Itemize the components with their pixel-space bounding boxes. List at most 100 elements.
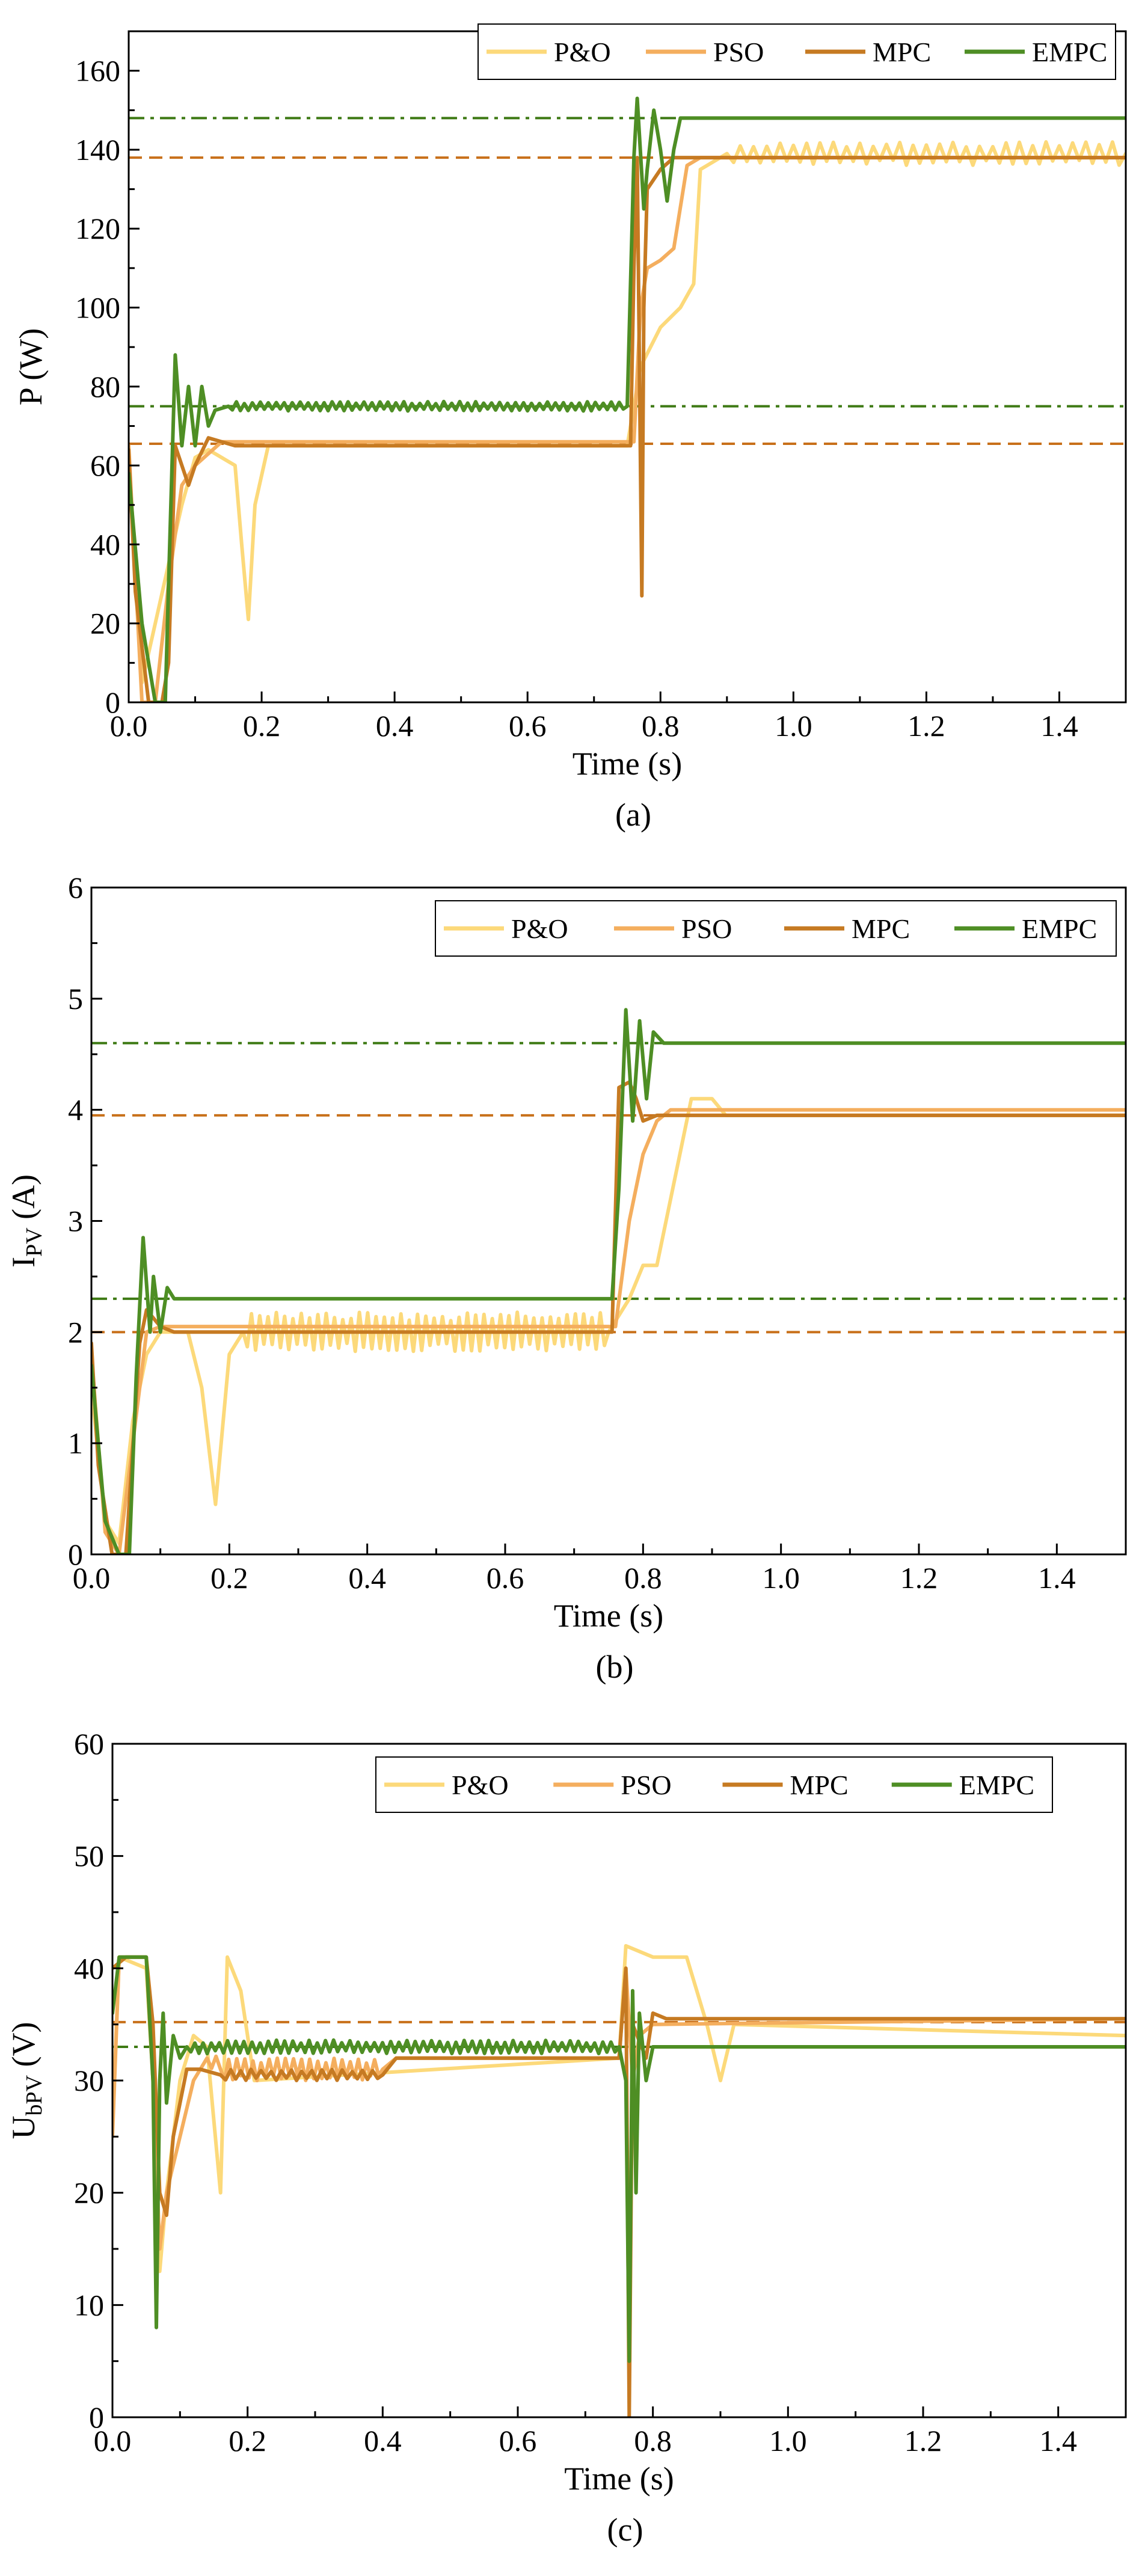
panel-a-y-tick-label: 20 bbox=[90, 607, 120, 640]
panel-c-legend: P&O PSO MPC EMPC bbox=[375, 1756, 1053, 1813]
panel-b-x-tick-label: 1.4 bbox=[1038, 1561, 1076, 1595]
panel-c-y-axis-title-main: U bbox=[5, 2116, 41, 2139]
panel-b-y-tick-label: 2 bbox=[68, 1315, 83, 1349]
panel-b-x-axis: 0.0 0.2 0.4 0.6 0.8 1.0 1.2 1.4 bbox=[73, 1544, 1127, 1595]
panel-b-legend-label-pso: PSO bbox=[681, 913, 732, 944]
panel-a-series-pso-line bbox=[129, 156, 1126, 702]
panel-a-y-tick-label: 140 bbox=[75, 133, 120, 167]
panel-c-label: (c) bbox=[607, 2512, 643, 2548]
panel-c-y-axis-title-unit: (V) bbox=[5, 2022, 41, 2075]
panel-c-legend-label-mpc: MPC bbox=[790, 1770, 849, 1800]
panel-b-x-tick-label: 0.8 bbox=[624, 1561, 662, 1595]
panel-c-y-tick-label: 20 bbox=[74, 2176, 104, 2210]
panel-b-label: (b) bbox=[596, 1649, 634, 1685]
panel-b-legend-label-empc: EMPC bbox=[1022, 913, 1097, 944]
panel-a-x-tick-label: 1.2 bbox=[907, 709, 945, 743]
panel-c-y-tick-label: 50 bbox=[74, 1839, 104, 1873]
panel-a-y-tick-label: 40 bbox=[90, 527, 120, 561]
panel-c-series bbox=[112, 1944, 1126, 2417]
panel-b-y-axis-title-unit: (A) bbox=[5, 1174, 41, 1227]
panel-a-x-axis-title: Time (s) bbox=[573, 746, 683, 782]
panel-a-y-axis-title: P (W) bbox=[13, 328, 49, 405]
panel-c-series-po-line bbox=[112, 1944, 1126, 2274]
panel-b-x-tick-label: 0.4 bbox=[348, 1561, 386, 1595]
panel-a-series-mpc-line bbox=[129, 156, 1126, 702]
panel-a-x-tick-label: 0.8 bbox=[642, 709, 680, 743]
panel-a-series bbox=[129, 96, 1126, 702]
panel-b-x-tick-label: 1.0 bbox=[762, 1561, 800, 1595]
panel-b-legend-box bbox=[435, 900, 1117, 957]
panel-b-x-tick-label: 0.2 bbox=[210, 1561, 248, 1595]
panel-b-plot-frame bbox=[90, 886, 1127, 1556]
panel-c-legend-label-pso: PSO bbox=[621, 1770, 671, 1800]
panel-c-y-axis-title-subscript: bPV bbox=[22, 2075, 47, 2115]
panel-c-y-tick-label: 60 bbox=[74, 1727, 104, 1761]
panel-a-x-tick-label: 1.4 bbox=[1040, 709, 1078, 743]
panel-a-y-tick-label: 80 bbox=[90, 370, 120, 403]
panel-b-series bbox=[91, 1008, 1126, 1554]
panel-b-y-tick-label: 4 bbox=[68, 1093, 83, 1127]
panel-a-power-chart: 0.0 0.2 0.4 0.6 0.8 1.0 1.2 1.4 0 20 40 60 80 100 120… bbox=[13, 23, 1127, 833]
panel-c-x-axis-title: Time (s) bbox=[564, 2461, 674, 2497]
panel-b-series-mpc-line bbox=[91, 1080, 1126, 1554]
panel-c-series-pso-line bbox=[112, 1955, 1126, 2251]
panel-b-x-tick-label: 0.6 bbox=[487, 1561, 524, 1595]
panel-b-y-axis-title-subscript: PV bbox=[22, 1227, 47, 1257]
panel-a-x-tick-label: 0.0 bbox=[110, 709, 148, 743]
panel-c-y-axis-title: UbPV (V) bbox=[5, 2022, 47, 2139]
panel-a-legend-label-po: P&O bbox=[554, 37, 611, 67]
panel-a-x-tick-label: 1.0 bbox=[775, 709, 812, 743]
panel-c-series-mpc-line bbox=[112, 1955, 1126, 2417]
panel-a-y-tick-label: 120 bbox=[75, 212, 120, 245]
panel-c-legend-label-empc: EMPC bbox=[959, 1770, 1034, 1800]
panel-c-y-tick-label: 10 bbox=[74, 2288, 104, 2322]
panel-c-x-tick-label: 0.8 bbox=[634, 2424, 672, 2458]
panel-b-y-axis-title-main: I bbox=[5, 1257, 41, 1268]
panel-a-y-tick-label: 60 bbox=[90, 449, 120, 482]
panel-a-label: (a) bbox=[615, 797, 651, 833]
panel-a-series-po-line bbox=[129, 140, 1126, 685]
panel-b-reference-lines bbox=[91, 1041, 1126, 1334]
panel-b-y-tick-label: 5 bbox=[68, 982, 83, 1016]
panel-c-legend-label-po: P&O bbox=[452, 1770, 509, 1800]
panel-b-y-tick-label: 0 bbox=[68, 1538, 83, 1571]
panel-a-legend-label-mpc: MPC bbox=[873, 37, 931, 67]
panel-a-x-axis: 0.0 0.2 0.4 0.6 0.8 1.0 1.2 1.4 bbox=[110, 692, 1127, 743]
panel-b-x-axis-title: Time (s) bbox=[554, 1598, 664, 1634]
panel-c-x-tick-label: 1.4 bbox=[1039, 2424, 1077, 2458]
panel-b-current-chart: 0.0 0.2 0.4 0.6 0.8 1.0 1.2 1.4 0 1 2 3 4 5 6 Time (s… bbox=[5, 871, 1127, 1685]
panel-c-x-axis: 0.0 0.2 0.4 0.6 0.8 1.0 1.2 1.4 bbox=[94, 2406, 1127, 2458]
panel-a-series-empc-line bbox=[129, 96, 1126, 702]
panel-c-series-empc-line bbox=[112, 1955, 1126, 2363]
panel-c-y-axis: 0 10 20 30 40 50 60 bbox=[74, 1727, 123, 2434]
panel-c-x-tick-label: 1.2 bbox=[904, 2424, 942, 2458]
panel-c-x-tick-label: 0.2 bbox=[229, 2424, 266, 2458]
panel-b-y-axis: 0 1 2 3 4 5 6 bbox=[68, 871, 102, 1571]
panel-a-x-tick-label: 0.2 bbox=[243, 709, 281, 743]
panel-c-y-tick-label: 0 bbox=[89, 2400, 104, 2434]
panel-c-voltage-chart: 0.0 0.2 0.4 0.6 0.8 1.0 1.2 1.4 0 10 20 30 40 50 60 T… bbox=[5, 1727, 1127, 2548]
panel-c-x-tick-label: 1.0 bbox=[769, 2424, 807, 2458]
panel-a-y-tick-label: 100 bbox=[75, 291, 120, 325]
panel-c-x-tick-label: 0.6 bbox=[499, 2424, 537, 2458]
panel-a-y-tick-label: 0 bbox=[105, 685, 120, 719]
panel-b-x-tick-label: 0.0 bbox=[73, 1561, 111, 1595]
panel-a-legend-label-empc: EMPC bbox=[1032, 37, 1107, 67]
panel-b-series-empc-line bbox=[91, 1008, 1126, 1554]
panel-a-legend: P&O PSO MPC EMPC bbox=[477, 23, 1116, 80]
panel-b-series-po-line bbox=[91, 1097, 1126, 1545]
panel-c-y-tick-label: 40 bbox=[74, 1951, 104, 1985]
panel-a-y-axis: 0 20 40 60 80 100 120 140 160 bbox=[75, 30, 140, 719]
panel-b-legend-label-mpc: MPC bbox=[852, 913, 910, 944]
panel-c-y-tick-label: 30 bbox=[74, 2064, 104, 2097]
panel-b-y-tick-label: 6 bbox=[68, 871, 83, 904]
panel-b-y-tick-label: 1 bbox=[68, 1426, 83, 1460]
panel-b-y-tick-label: 3 bbox=[68, 1204, 83, 1238]
panel-a-y-tick-label: 160 bbox=[75, 54, 120, 88]
panel-a-x-tick-label: 0.6 bbox=[509, 709, 547, 743]
panel-a-x-tick-label: 0.4 bbox=[376, 709, 414, 743]
panel-b-y-axis-title: IPV (A) bbox=[5, 1174, 47, 1268]
panel-b-legend-label-po: P&O bbox=[511, 913, 568, 944]
panel-b-legend: P&O PSO MPC EMPC bbox=[435, 900, 1117, 957]
